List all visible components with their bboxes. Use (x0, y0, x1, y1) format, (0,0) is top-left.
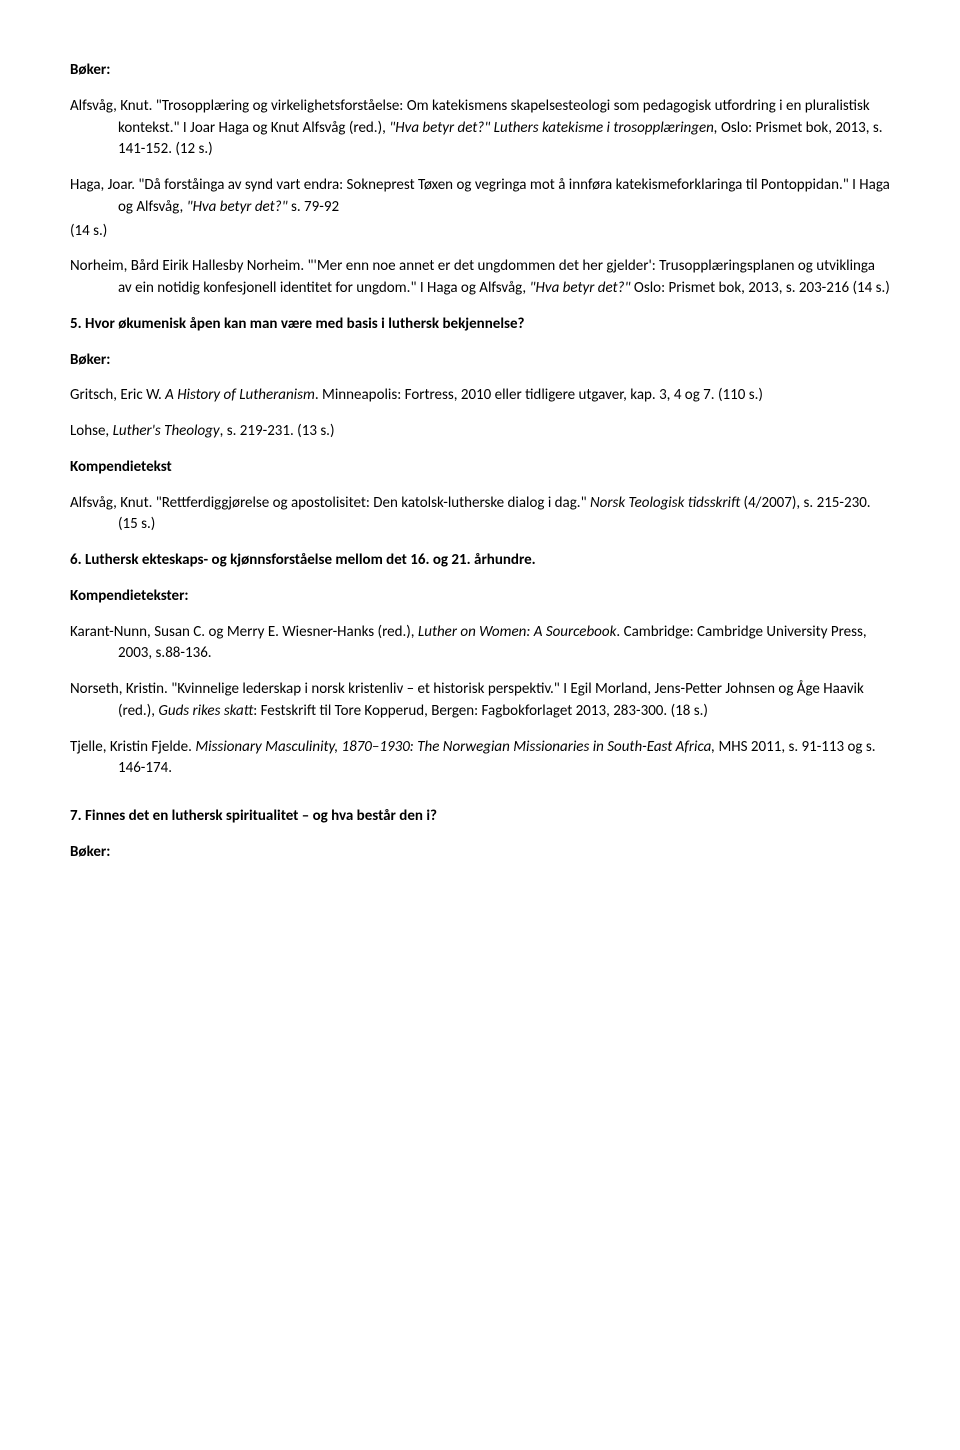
heading-7: 7. Finnes det en luthersk spiritualitet … (70, 806, 890, 828)
title-italic: A History of Lutheranism (165, 386, 315, 404)
title-italic: Luthers katekisme i trosopplæringen, (490, 119, 721, 137)
title-italic: "Hva betyr det?" (530, 279, 631, 297)
title-italic: Guds rikes skatt (158, 702, 253, 720)
boker-label: Bøker: (70, 842, 890, 864)
heading-6: 6. Luthersk ekteskaps- og kjønnsforståel… (70, 550, 890, 572)
bib-entry-tjelle: Tjelle, Kristin Fjelde. Missionary Mascu… (70, 737, 890, 781)
boker-label: Bøker: (70, 350, 890, 372)
text: Lohse, (70, 422, 113, 440)
title-italic: Norsk Teologisk tidsskrift (590, 494, 740, 512)
heading-5: 5. Hvor økumenisk åpen kan man være med … (70, 314, 890, 336)
bib-entry-norheim: Norheim, Bård Eirik Hallesby Norheim. "'… (70, 256, 890, 300)
text: Oslo: Prismet bok, 2013, s. 203-216 (14 … (631, 279, 890, 297)
title-italic: Luther on Women: A Sourcebook (418, 623, 616, 641)
text: , s. 219-231. (13 s.) (220, 422, 335, 440)
bib-entry-norseth: Norseth, Kristin. "Kvinnelige lederskap … (70, 679, 890, 723)
bib-entry-karant: Karant-Nunn, Susan C. og Merry E. Wiesne… (70, 622, 890, 666)
title-italic: "Hva betyr det?" (187, 198, 288, 216)
text: Gritsch, Eric W. (70, 386, 165, 404)
title-italic: Luther's Theology (113, 422, 220, 440)
bib-entry-haga-tail: (14 s.) (70, 221, 890, 243)
bib-entry-alfsvag-2: Alfsvåg, Knut. "Rettferdiggjørelse og ap… (70, 493, 890, 537)
text: Karant-Nunn, Susan C. og Merry E. Wiesne… (70, 623, 418, 641)
boker-label: Bøker: (70, 60, 890, 82)
text: s. 79-92 (288, 198, 339, 216)
title-italic: Missionary Masculinity, 1870–1930: The N… (195, 738, 718, 756)
bib-entry-haga: Haga, Joar. "Då forståinga av synd vart … (70, 175, 890, 219)
text: . Minneapolis: Fortress, 2010 eller tidl… (315, 386, 763, 404)
text: : Festskrift til Tore Kopperud, Bergen: … (253, 702, 708, 720)
bib-entry-gritsch: Gritsch, Eric W. A History of Lutheranis… (70, 385, 890, 407)
kompendietekst-label: Kompendietekst (70, 457, 890, 479)
text: Alfsvåg, Knut. "Rettferdiggjørelse og ap… (70, 494, 590, 512)
text: Tjelle, Kristin Fjelde. (70, 738, 195, 756)
title-italic: "Hva betyr det?" (389, 119, 490, 137)
bib-entry-lohse: Lohse, Luther's Theology, s. 219-231. (1… (70, 421, 890, 443)
bib-entry-alfsvag-1: Alfsvåg, Knut. "Trosopplæring og virkeli… (70, 96, 890, 161)
kompendietekster-label: Kompendietekster: (70, 586, 890, 608)
